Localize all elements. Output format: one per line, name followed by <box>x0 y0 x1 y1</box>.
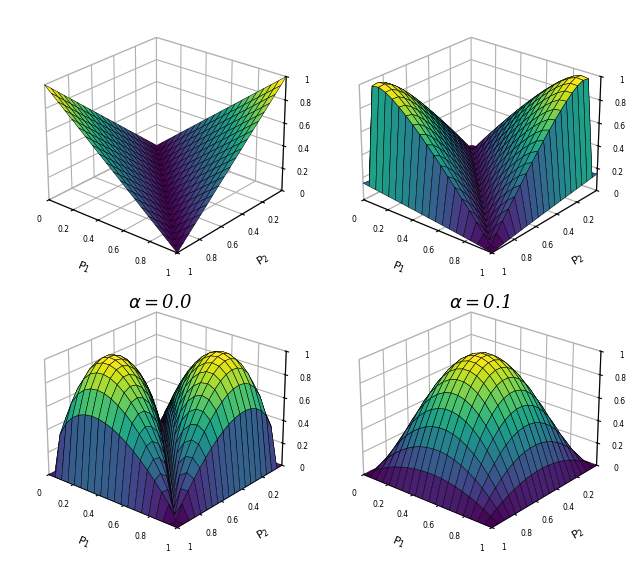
Text: $\alpha = $0.0: $\alpha = $0.0 <box>128 294 192 312</box>
Y-axis label: P$_2$: P$_2$ <box>569 525 587 543</box>
X-axis label: P$_1$: P$_1$ <box>390 533 407 551</box>
Y-axis label: P$_2$: P$_2$ <box>254 525 272 543</box>
X-axis label: P$_1$: P$_1$ <box>76 533 93 551</box>
Y-axis label: P$_2$: P$_2$ <box>254 250 272 269</box>
X-axis label: P$_1$: P$_1$ <box>390 258 407 276</box>
Y-axis label: P$_2$: P$_2$ <box>569 250 587 269</box>
Text: $\alpha = $0.1: $\alpha = $0.1 <box>449 294 511 312</box>
X-axis label: P$_1$: P$_1$ <box>76 258 93 276</box>
